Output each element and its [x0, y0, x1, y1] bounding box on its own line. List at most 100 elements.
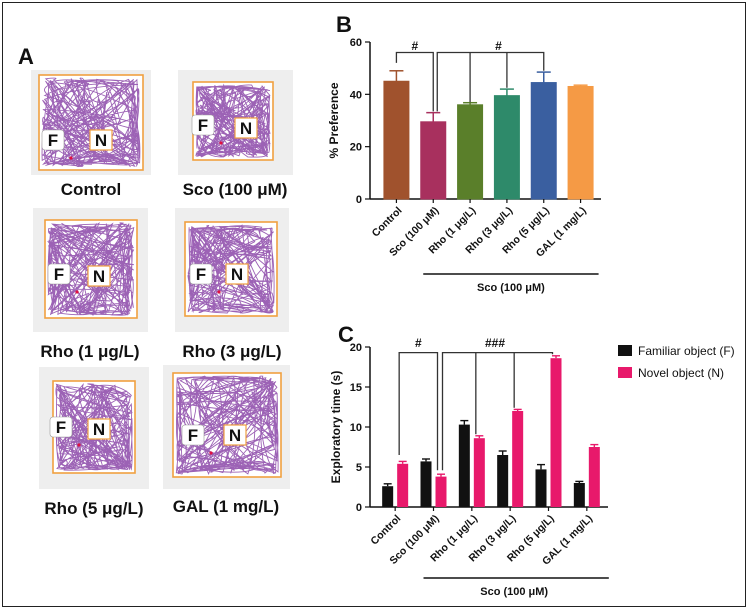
- significance-bracket: [398, 351, 439, 471]
- familiar-object-label: F: [56, 418, 66, 437]
- familiar-object-label: F: [198, 116, 208, 135]
- group-label: Sco (100 μM): [480, 586, 548, 598]
- significance-bracket: [436, 51, 545, 112]
- novel-bar: [397, 463, 409, 507]
- trajectory-path: [187, 224, 275, 314]
- novel-object-label: N: [93, 420, 105, 439]
- significance-mark: ###: [485, 336, 505, 350]
- novel-bar: [512, 411, 524, 507]
- familiar-bar: [497, 455, 509, 507]
- bar: [420, 121, 447, 200]
- familiar-object-box: [181, 424, 205, 446]
- y-tick-label: 5: [356, 462, 362, 474]
- track-label-rho1: Rho (1 μg/L): [40, 342, 140, 361]
- significance-bracket: [395, 51, 434, 112]
- track-label-rho3: Rho (3 μg/L): [182, 342, 282, 361]
- y-axis-title: Exploratory time (s): [329, 371, 343, 484]
- y-tick-label: 0: [356, 502, 362, 514]
- familiar-object-label: F: [48, 131, 58, 150]
- y-tick-label: 15: [350, 382, 362, 394]
- trajectory-path: [175, 375, 279, 476]
- novel-bar: [588, 447, 600, 507]
- y-tick-label: 40: [350, 89, 362, 101]
- novel-object-label: N: [229, 426, 241, 445]
- track-label-gal: GAL (1 mg/L): [172, 497, 280, 516]
- start-dot: [209, 451, 213, 455]
- novel-object-box: [234, 117, 258, 139]
- novel-bar: [473, 438, 485, 507]
- significance-bracket: [441, 351, 554, 471]
- legend-label-familiar: Familiar object (F): [638, 344, 735, 358]
- y-axis-title: % Preference: [327, 82, 341, 158]
- novel-object-label: N: [93, 267, 105, 286]
- bar: [493, 95, 520, 200]
- novel-object-box: [89, 129, 113, 151]
- novel-object-label: N: [240, 119, 252, 138]
- y-tick-label: 20: [350, 142, 362, 154]
- significance-mark: #: [495, 39, 502, 53]
- panel-a-label: A: [18, 44, 34, 69]
- familiar-bar: [535, 469, 547, 507]
- novel-object-label: N: [95, 131, 107, 150]
- start-dot: [69, 156, 73, 160]
- novel-bar: [550, 358, 562, 507]
- bar: [530, 82, 557, 200]
- novel-object-label: N: [231, 265, 243, 284]
- novel-object-box: [223, 424, 247, 446]
- start-dot: [77, 443, 81, 447]
- familiar-bar: [382, 486, 394, 507]
- familiar-object-label: F: [188, 426, 198, 445]
- familiar-object-label: F: [196, 265, 206, 284]
- legend-swatch-novel: [618, 367, 632, 378]
- track-label-sco: Sco (100 μM): [182, 180, 288, 199]
- bar: [457, 104, 484, 200]
- panel-c-label: C: [338, 322, 354, 347]
- familiar-bar: [458, 424, 470, 507]
- y-tick-label: 0: [356, 194, 362, 206]
- novel-object-box: [87, 418, 111, 440]
- bar: [383, 80, 410, 200]
- start-dot: [75, 290, 79, 294]
- start-dot: [217, 290, 221, 294]
- legend-label-novel: Novel object (N): [638, 366, 724, 380]
- familiar-object-box: [41, 129, 65, 151]
- y-tick-label: 60: [350, 37, 362, 49]
- start-dot: [219, 141, 223, 145]
- familiar-bar: [573, 483, 585, 507]
- exploratory-time-chart: 0 5 10 15 20 Exploratory time (s) Control Sco (…: [329, 336, 735, 598]
- novel-object-box: [225, 263, 249, 285]
- familiar-object-box: [189, 263, 213, 285]
- legend-swatch-familiar: [618, 345, 632, 356]
- y-tick-label: 20: [350, 342, 362, 354]
- familiar-object-box: [47, 263, 71, 285]
- track-label-rho5: Rho (5 μg/L): [44, 499, 144, 518]
- familiar-object-box: [49, 416, 73, 438]
- bar: [567, 85, 594, 200]
- panel-b-label: B: [336, 12, 352, 37]
- x-tick-label: Control: [370, 205, 405, 240]
- novel-bar: [435, 476, 447, 507]
- group-label: Sco (100 μM): [477, 282, 545, 294]
- track-label-control: Control: [60, 180, 122, 199]
- familiar-object-label: F: [54, 265, 64, 284]
- y-tick-label: 10: [350, 422, 362, 434]
- x-tick-label: Control: [368, 513, 403, 548]
- familiar-object-box: [191, 114, 215, 136]
- familiar-bar: [420, 461, 432, 507]
- significance-mark: #: [415, 336, 422, 350]
- trajectory-path: [41, 77, 141, 168]
